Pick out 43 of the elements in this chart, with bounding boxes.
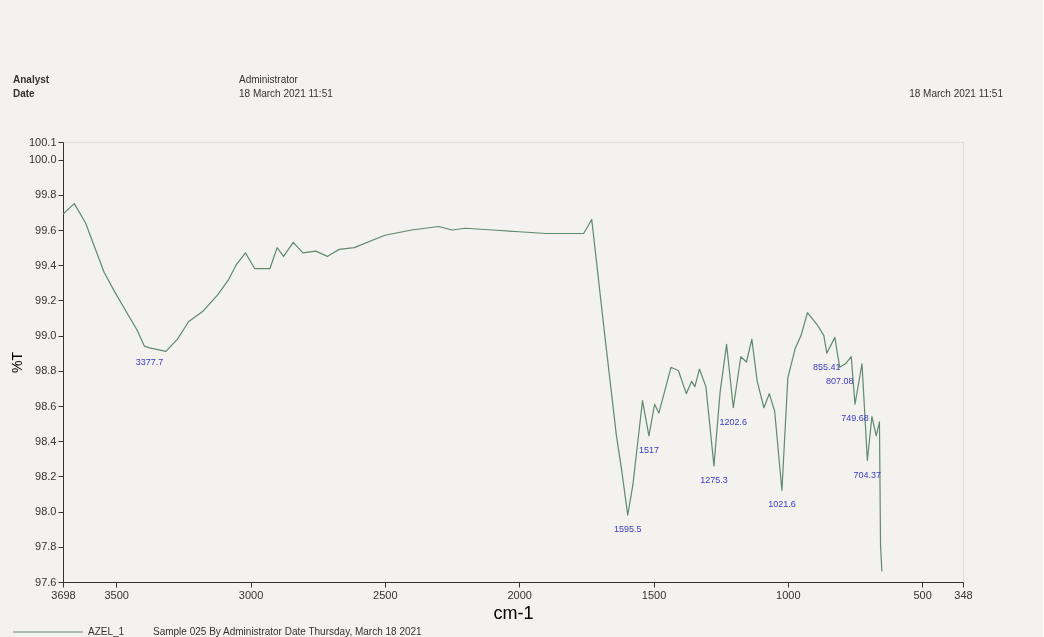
x-tick-label: 3500 — [104, 588, 129, 601]
y-tick-label: 97.6 — [35, 575, 57, 588]
text: Administrator — [239, 74, 299, 85]
text: 18 March 2021 11:51 — [909, 88, 1004, 99]
x-tick-label: 500 — [913, 588, 932, 601]
x-axis-title: cm-1 — [493, 602, 534, 623]
annotation: 1021.6 — [768, 499, 796, 510]
y-tick-label: 99.0 — [35, 329, 57, 342]
annotation: 807.08 — [825, 376, 854, 387]
line-series — [63, 203, 883, 573]
y-tick-label: 98.2 — [35, 469, 57, 482]
y-tick-label: 99.6 — [35, 223, 57, 236]
annotation: 704.37 — [853, 469, 882, 480]
y-tick-label: 97.8 — [35, 540, 57, 553]
x-tick-label: 3000 — [238, 588, 264, 601]
x-tick-label: 1000 — [776, 588, 801, 601]
y-tick-label: 99.2 — [35, 293, 57, 306]
x-tick-label: 1500 — [641, 588, 667, 601]
y-tick-label: 98.6 — [35, 399, 57, 412]
x-tick-label: 3698 — [51, 588, 76, 601]
y-tick-label: 98.0 — [35, 505, 57, 518]
text: Analyst — [13, 74, 50, 85]
annotation: 749.68 — [841, 413, 869, 424]
y-tick-label: 99.4 — [35, 258, 57, 271]
text: AZEL_1 — [88, 626, 125, 637]
y-axis-title: %T — [8, 351, 25, 373]
y-tick-label: 100.0 — [28, 153, 57, 166]
x-tick-label: 2500 — [373, 588, 398, 601]
y-tick-label: 98.8 — [35, 364, 57, 377]
x-tick-label: 2000 — [507, 588, 532, 601]
y-tick-label: 99.8 — [35, 188, 57, 201]
text: Sample 025 By Administrator Date Thursday, March 18 2021 — [153, 626, 423, 637]
annotation: 1517 — [638, 444, 659, 455]
text: 18 March 2021 11:51 — [239, 88, 334, 99]
annotation: 1595.5 — [613, 524, 642, 535]
y-tick-label: 98.4 — [35, 434, 57, 447]
x-tick-label: 348 — [954, 588, 973, 601]
annotation: 1202.6 — [719, 416, 748, 427]
annotation: 1275.3 — [700, 474, 728, 485]
annotation: 3377.7 — [135, 356, 164, 367]
text: Date — [13, 88, 36, 99]
annotation: 855.41 — [813, 362, 841, 373]
y-tick-label: 100.1 — [28, 135, 57, 148]
